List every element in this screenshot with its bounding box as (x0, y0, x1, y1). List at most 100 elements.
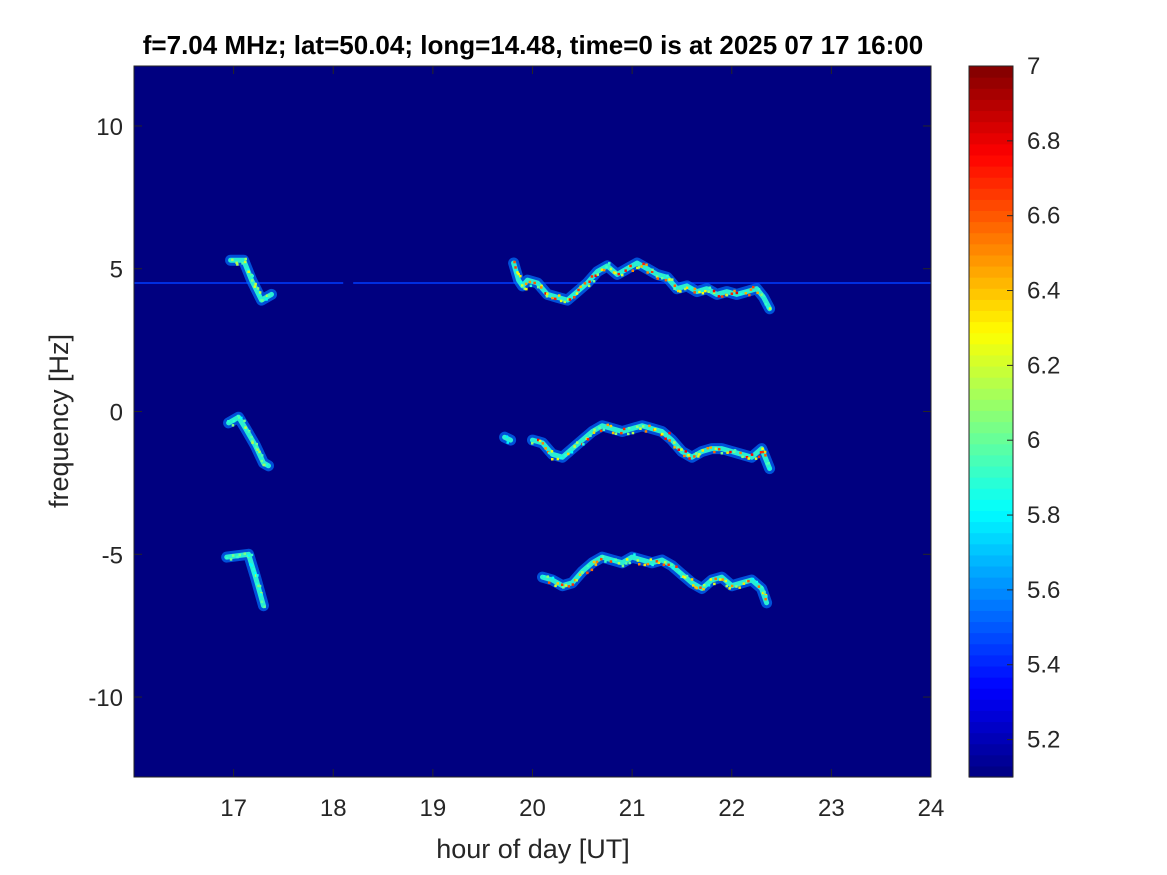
trace-speckle (516, 271, 519, 274)
colorbar-stripe (969, 88, 1013, 100)
y-axis-ticks: -10 -5 0 5 10 (88, 114, 931, 712)
trace-speckle (721, 578, 724, 581)
trace-speckle (655, 560, 659, 563)
trace-speckle (754, 457, 758, 460)
y-axis-label: frequency [Hz] (44, 334, 74, 508)
trace-speckle (254, 574, 258, 577)
y-tick-label: -5 (102, 542, 123, 569)
trace-speckle (646, 271, 649, 274)
trace-speckle (582, 284, 585, 287)
colorbar-stripe (969, 588, 1013, 600)
trace-speckle (709, 578, 713, 581)
trace-speckle (612, 271, 616, 274)
colorbar-stripe (969, 343, 1013, 356)
trace-speckle (258, 587, 261, 590)
trace-speckle (684, 576, 687, 579)
trace-speckle (247, 268, 250, 272)
trace-speckle (586, 438, 590, 441)
trace-speckle (260, 454, 264, 457)
trace-speckle (637, 266, 641, 269)
trace-speckle (717, 295, 721, 298)
trace-speckle (612, 559, 615, 562)
trace-speckle (592, 431, 596, 434)
trace-speckle (684, 287, 687, 291)
colorbar-tick-label: 6.4 (1027, 278, 1060, 305)
trace-speckle (764, 302, 767, 306)
trace-speckle (568, 298, 572, 301)
trace-speckle (227, 420, 230, 423)
x-tick-label: 21 (619, 795, 646, 822)
trace-speckle (547, 451, 551, 455)
trace-speckle (564, 454, 567, 457)
trace-speckle (677, 289, 680, 293)
trace-speckle (588, 280, 591, 283)
trace-speckle (699, 586, 702, 589)
trace-speckle (745, 456, 749, 459)
x-tick-label: 20 (519, 795, 546, 822)
trace-speckle (620, 431, 623, 435)
trace-speckle (719, 578, 722, 581)
colorbar-stripe (969, 77, 1013, 89)
colorbar-stripe (969, 699, 1013, 711)
colorbar-stripe (969, 577, 1013, 589)
trace-speckle (265, 294, 269, 297)
trace-speckle (636, 266, 639, 270)
trace-speckle (741, 455, 744, 459)
colorbar-stripe (969, 410, 1013, 423)
trace-speckle (244, 257, 247, 261)
trace-speckle (688, 457, 691, 460)
trace-speckle (636, 425, 639, 428)
trace-speckle (256, 287, 260, 290)
trace-speckle (595, 560, 599, 564)
trace-speckle (629, 264, 632, 268)
trace-speckle (586, 571, 589, 575)
trace-speckle (544, 447, 547, 450)
trace-speckle (592, 280, 596, 283)
colorbar-stripe (969, 754, 1013, 767)
colorbar-stripe (969, 554, 1013, 567)
trace-speckle (725, 584, 728, 588)
trace-speckle (625, 562, 628, 565)
trace-speckle (648, 424, 651, 428)
trace-speckle (574, 578, 577, 582)
trace-speckle (617, 272, 620, 276)
trace-speckle (546, 575, 549, 578)
trace-speckle (528, 280, 532, 284)
colorbar-gradient (969, 66, 1013, 778)
trace-speckle (676, 446, 680, 449)
trace-speckle (690, 286, 693, 290)
trace-speckle (733, 289, 736, 293)
trace-speckle (578, 573, 582, 576)
trace-speckle (747, 579, 750, 583)
colorbar-stripe (969, 165, 1013, 178)
trace-speckle (732, 450, 736, 453)
trace-speckle (664, 278, 668, 282)
trace-speckle (259, 593, 263, 596)
colorbar-stripe (969, 599, 1013, 611)
trace-speckle (599, 429, 603, 433)
trace-speckle (720, 452, 724, 455)
trace-speckle (704, 289, 707, 293)
trace-speckle (680, 448, 683, 451)
trace-speckle (718, 448, 721, 451)
trace-speckle (644, 430, 648, 433)
trace-speckle (693, 291, 696, 294)
trace-speckle (668, 278, 671, 281)
colorbar-stripe (969, 421, 1013, 434)
trace-speckle (733, 449, 737, 452)
trace-speckle (245, 428, 248, 431)
colorbar-stripe (969, 377, 1013, 389)
trace-speckle (697, 455, 700, 458)
trace-speckle (556, 582, 559, 585)
trace-speckle (661, 432, 664, 436)
trace-speckle (682, 575, 685, 578)
colorbar-stripe (969, 243, 1013, 256)
trace-speckle (668, 439, 671, 442)
trace-speckle (693, 287, 697, 291)
trace-speckle (621, 564, 625, 568)
trace-speckle (231, 424, 235, 427)
trace-speckle (567, 298, 570, 301)
trace-speckle (631, 269, 634, 272)
trace-speckle (673, 441, 676, 444)
trace-speckle (707, 290, 710, 293)
